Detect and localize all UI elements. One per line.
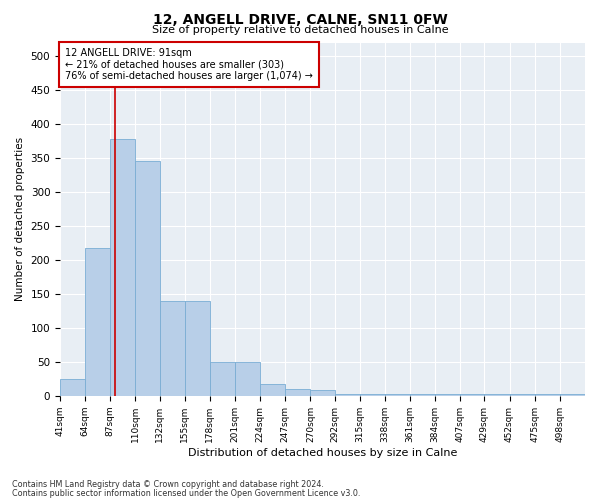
Bar xyxy=(260,384,286,396)
Bar xyxy=(435,394,460,396)
Text: 12, ANGELL DRIVE, CALNE, SN11 0FW: 12, ANGELL DRIVE, CALNE, SN11 0FW xyxy=(152,12,448,26)
Bar xyxy=(460,394,484,396)
Bar xyxy=(136,162,160,396)
Bar xyxy=(160,300,185,396)
Bar xyxy=(210,362,235,396)
X-axis label: Distribution of detached houses by size in Calne: Distribution of detached houses by size … xyxy=(188,448,457,458)
Text: Contains HM Land Registry data © Crown copyright and database right 2024.: Contains HM Land Registry data © Crown c… xyxy=(12,480,324,489)
Text: 12 ANGELL DRIVE: 91sqm
← 21% of detached houses are smaller (303)
76% of semi-de: 12 ANGELL DRIVE: 91sqm ← 21% of detached… xyxy=(65,48,313,81)
Bar xyxy=(509,394,535,396)
Bar xyxy=(484,394,509,396)
Bar xyxy=(310,390,335,396)
Bar xyxy=(185,300,210,396)
Bar xyxy=(235,362,260,396)
Bar xyxy=(85,248,110,396)
Bar xyxy=(385,394,410,396)
Bar xyxy=(60,379,85,396)
Y-axis label: Number of detached properties: Number of detached properties xyxy=(15,137,25,301)
Text: Contains public sector information licensed under the Open Government Licence v3: Contains public sector information licen… xyxy=(12,488,361,498)
Bar xyxy=(535,394,560,396)
Bar xyxy=(335,394,359,396)
Bar xyxy=(410,394,435,396)
Bar xyxy=(359,394,385,396)
Bar xyxy=(560,394,585,396)
Text: Size of property relative to detached houses in Calne: Size of property relative to detached ho… xyxy=(152,25,448,35)
Bar xyxy=(286,389,310,396)
Bar xyxy=(110,139,136,396)
